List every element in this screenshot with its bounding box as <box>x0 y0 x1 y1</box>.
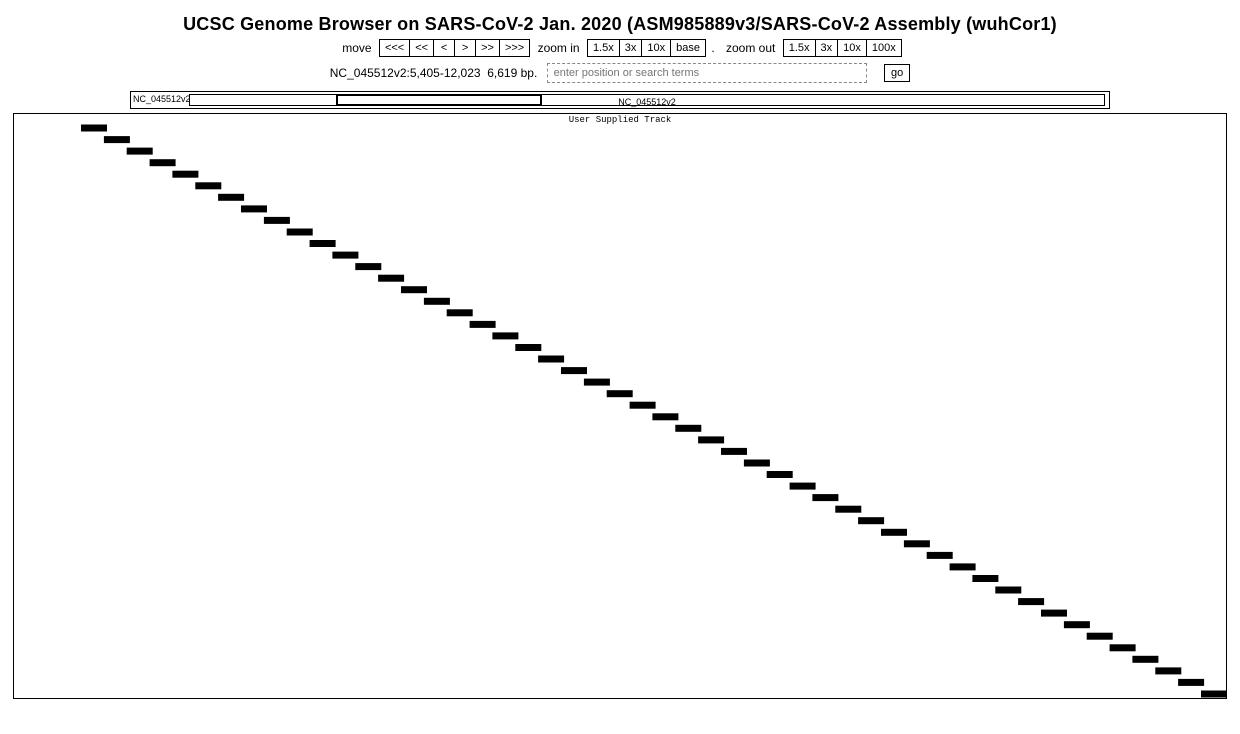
chromosome-ideogram[interactable]: NC_045512v2 NC_045512v2 <box>130 91 1110 109</box>
track-segment[interactable] <box>584 379 610 386</box>
move-button[interactable]: >> <box>475 39 500 57</box>
track-segment[interactable] <box>858 517 884 524</box>
zoom-out-button-group: 1.5x3x10x100x <box>783 39 902 57</box>
chrom-inner-bar[interactable]: NC_045512v2 <box>189 94 1105 106</box>
track-segment[interactable] <box>950 563 976 570</box>
track-segment[interactable] <box>378 275 404 282</box>
move-button[interactable]: > <box>454 39 476 57</box>
track-segment[interactable] <box>607 390 633 397</box>
track-segment[interactable] <box>675 425 701 432</box>
track-segment[interactable] <box>1132 656 1158 663</box>
track-segment[interactable] <box>492 332 518 339</box>
track-segment[interactable] <box>561 367 587 374</box>
position-input[interactable] <box>547 63 867 83</box>
track-segment[interactable] <box>81 125 107 132</box>
track-segment[interactable] <box>424 298 450 305</box>
move-button-group: <<<<<<>>>>>> <box>379 39 530 57</box>
page-container: UCSC Genome Browser on SARS-CoV-2 Jan. 2… <box>0 0 1240 699</box>
track-segment[interactable] <box>1201 691 1226 698</box>
track-segment[interactable] <box>927 552 953 559</box>
page-title: UCSC Genome Browser on SARS-CoV-2 Jan. 2… <box>0 14 1240 35</box>
track-segment[interactable] <box>1178 679 1204 686</box>
chrom-label-center: NC_045512v2 <box>618 97 676 107</box>
move-button[interactable]: >>> <box>499 39 530 57</box>
track-segment[interactable] <box>287 229 313 236</box>
zoom-separator: . <box>711 41 714 55</box>
track-segment[interactable] <box>744 460 770 467</box>
track-segment[interactable] <box>264 217 290 224</box>
zoom-out-button[interactable]: 100x <box>866 39 902 57</box>
zoom-out-button[interactable]: 3x <box>815 39 839 57</box>
move-button[interactable]: <<< <box>379 39 410 57</box>
track-segment[interactable] <box>630 402 656 409</box>
track-segment[interactable] <box>1155 667 1181 674</box>
track-segment[interactable] <box>721 448 747 455</box>
move-label: move <box>342 41 371 55</box>
track-segment[interactable] <box>104 136 130 143</box>
track-segment[interactable] <box>698 436 724 443</box>
track-display-area[interactable]: User Supplied Track <box>13 113 1227 699</box>
track-segment[interactable] <box>767 471 793 478</box>
track-segment[interactable] <box>310 240 336 247</box>
track-segment[interactable] <box>904 540 930 547</box>
track-segment[interactable] <box>150 159 176 166</box>
track-segment[interactable] <box>1041 610 1067 617</box>
track-segment[interactable] <box>835 506 861 513</box>
zoom-in-button[interactable]: 1.5x <box>587 39 620 57</box>
track-segment[interactable] <box>195 182 221 189</box>
position-size: 6,619 bp. <box>487 66 537 80</box>
track-segment[interactable] <box>972 575 998 582</box>
track-segment[interactable] <box>127 148 153 155</box>
zoom-out-label: zoom out <box>726 41 775 55</box>
zoom-in-label: zoom in <box>538 41 580 55</box>
track-segment[interactable] <box>1110 644 1136 651</box>
go-button[interactable]: go <box>884 64 910 82</box>
position-row: NC_045512v2:5,405-12,023 6,619 bp. go <box>0 63 1240 83</box>
move-button[interactable]: < <box>433 39 455 57</box>
track-segment[interactable] <box>538 356 564 363</box>
position-text: NC_045512v2:5,405-12,023 6,619 bp. <box>330 66 538 80</box>
track-segment[interactable] <box>172 171 198 178</box>
nav-control-row: move <<<<<<>>>>>> zoom in 1.5x3x10xbase … <box>0 39 1240 57</box>
zoom-out-button[interactable]: 10x <box>837 39 867 57</box>
track-segment[interactable] <box>515 344 541 351</box>
chrom-viewport-indicator[interactable] <box>336 94 542 106</box>
track-segment[interactable] <box>790 483 816 490</box>
move-button[interactable]: << <box>409 39 434 57</box>
zoom-in-button-group: 1.5x3x10xbase <box>587 39 706 57</box>
zoom-in-button[interactable]: 10x <box>641 39 671 57</box>
track-segment[interactable] <box>1018 598 1044 605</box>
zoom-out-button[interactable]: 1.5x <box>783 39 816 57</box>
track-segment[interactable] <box>401 286 427 293</box>
position-coord: NC_045512v2:5,405-12,023 <box>330 66 481 80</box>
track-segment[interactable] <box>355 263 381 270</box>
track-segment[interactable] <box>218 194 244 201</box>
track-segment[interactable] <box>447 309 473 316</box>
zoom-in-button[interactable]: base <box>670 39 706 57</box>
chrom-label-left: NC_045512v2 <box>133 94 191 104</box>
track-segment[interactable] <box>652 413 678 420</box>
track-svg <box>14 114 1226 700</box>
zoom-in-button[interactable]: 3x <box>619 39 643 57</box>
track-segment[interactable] <box>812 494 838 501</box>
track-segment[interactable] <box>881 529 907 536</box>
track-segment[interactable] <box>1064 621 1090 628</box>
track-segment[interactable] <box>241 205 267 212</box>
track-segment[interactable] <box>470 321 496 328</box>
track-segment[interactable] <box>332 252 358 259</box>
track-title: User Supplied Track <box>569 115 672 125</box>
track-segment[interactable] <box>1087 633 1113 640</box>
track-segment[interactable] <box>995 587 1021 594</box>
